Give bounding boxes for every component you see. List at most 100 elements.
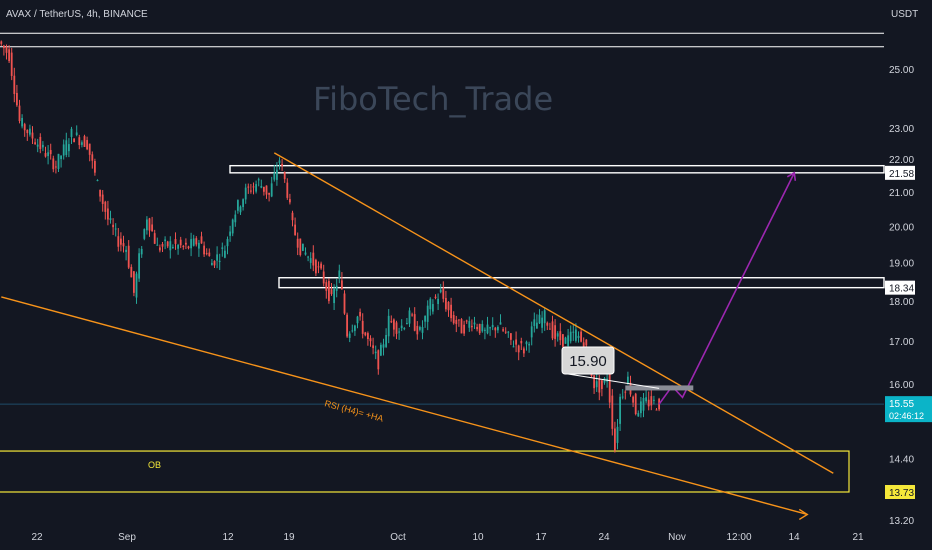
symbol-title[interactable]: AVAX / TetherUS, 4h, BINANCE <box>6 9 148 20</box>
candle-body <box>60 155 63 160</box>
candle-body <box>465 320 468 322</box>
candle-body <box>13 75 16 94</box>
candle-body <box>291 212 294 221</box>
candle-body <box>444 297 447 310</box>
candle-body <box>8 49 11 62</box>
candle-body <box>91 154 94 161</box>
candle-body <box>452 315 455 324</box>
candle-body <box>512 346 515 348</box>
candle-body <box>481 324 484 332</box>
candle-body <box>517 345 520 353</box>
currency-label: USDT <box>891 9 919 20</box>
candle-body <box>182 245 185 247</box>
x-axis-tick-label: 24 <box>598 532 610 543</box>
candle-body <box>603 378 606 383</box>
callout-pointer <box>567 373 660 389</box>
candle-body <box>23 124 26 131</box>
candle-body <box>138 253 141 279</box>
candle-body <box>439 289 442 293</box>
resistance-box-upper[interactable] <box>229 164 885 174</box>
candle-body <box>179 239 182 246</box>
resistance-box-lower[interactable] <box>278 277 885 289</box>
x-axis-tick-label: 17 <box>535 532 547 543</box>
price-tag-lower-resistance-bg <box>885 280 915 295</box>
candle-body <box>127 245 130 268</box>
candle-body <box>203 245 206 255</box>
candle-body <box>114 228 117 230</box>
candle-body <box>608 373 611 403</box>
candle-body <box>140 248 143 255</box>
candle-body <box>78 137 81 146</box>
candle-body <box>106 208 109 220</box>
candle-body <box>174 239 177 244</box>
candle-body <box>642 397 645 411</box>
candle-body <box>348 333 351 338</box>
candle-body <box>522 348 525 354</box>
ob-label: OB <box>148 460 161 470</box>
upper-trendline[interactable] <box>273 152 834 474</box>
candle-body <box>26 129 29 134</box>
candle-body <box>567 335 570 346</box>
y-axis-tick-label: 16.00 <box>889 380 914 391</box>
candle-body <box>153 233 156 244</box>
candle-body <box>494 327 497 331</box>
candle-body <box>418 327 421 330</box>
candle-body <box>325 282 328 291</box>
candle-body <box>119 238 122 245</box>
candle-body <box>530 326 533 338</box>
candle-body <box>395 322 398 334</box>
candle-body <box>377 350 380 370</box>
candle-body <box>421 327 424 333</box>
candle-body <box>216 254 219 261</box>
candle-body <box>502 329 505 331</box>
candle-body <box>166 241 169 247</box>
y-axis-tick-label: 13.20 <box>889 516 914 527</box>
candle-body <box>283 172 286 180</box>
candle-body <box>301 243 304 251</box>
candle-body <box>411 314 414 316</box>
candle-body <box>548 328 551 330</box>
candle-body <box>54 166 57 168</box>
lower-trendline[interactable] <box>1 296 808 516</box>
candle-body <box>210 262 213 266</box>
candle-body <box>585 339 588 346</box>
candle-body <box>171 247 174 249</box>
projection-path[interactable] <box>658 172 796 405</box>
candle-body <box>132 271 135 293</box>
candle-body <box>65 140 68 155</box>
candle-body <box>559 331 562 341</box>
order-block-box[interactable] <box>0 450 850 493</box>
candle-body <box>624 391 627 393</box>
y-axis-tick-label: 21.00 <box>889 188 914 199</box>
candle-body <box>533 319 536 326</box>
x-axis-tick-label: Oct <box>390 532 406 543</box>
candle-body <box>369 338 372 342</box>
price-tag-upper-resistance: 21.58 <box>889 169 914 180</box>
target-callout-box[interactable] <box>561 346 615 375</box>
candle-body <box>229 231 232 236</box>
candle-body <box>572 331 575 333</box>
price-tag-ob: 13.73 <box>889 488 914 499</box>
candle-body <box>655 409 658 411</box>
candle-body <box>249 190 252 192</box>
candle-body <box>509 333 512 340</box>
candle-body <box>463 324 466 334</box>
candle-body <box>88 143 91 155</box>
candle-body <box>385 334 388 347</box>
x-axis-tick-label: Sep <box>118 532 136 543</box>
candle-body <box>619 396 622 424</box>
price-tag-countdown: 02:46:12 <box>889 411 924 421</box>
candle-body <box>626 376 629 385</box>
candle-body <box>343 293 346 314</box>
candle-body <box>57 153 60 169</box>
candle-body <box>486 324 489 334</box>
breakout-zone <box>625 385 694 391</box>
candle-body <box>0 41 3 44</box>
candle-body <box>252 186 255 188</box>
candle-body <box>569 331 572 342</box>
candle-body <box>333 288 336 304</box>
candle-body <box>143 229 146 239</box>
candle-body <box>70 128 73 137</box>
x-axis-tick-label: 22 <box>31 532 43 543</box>
